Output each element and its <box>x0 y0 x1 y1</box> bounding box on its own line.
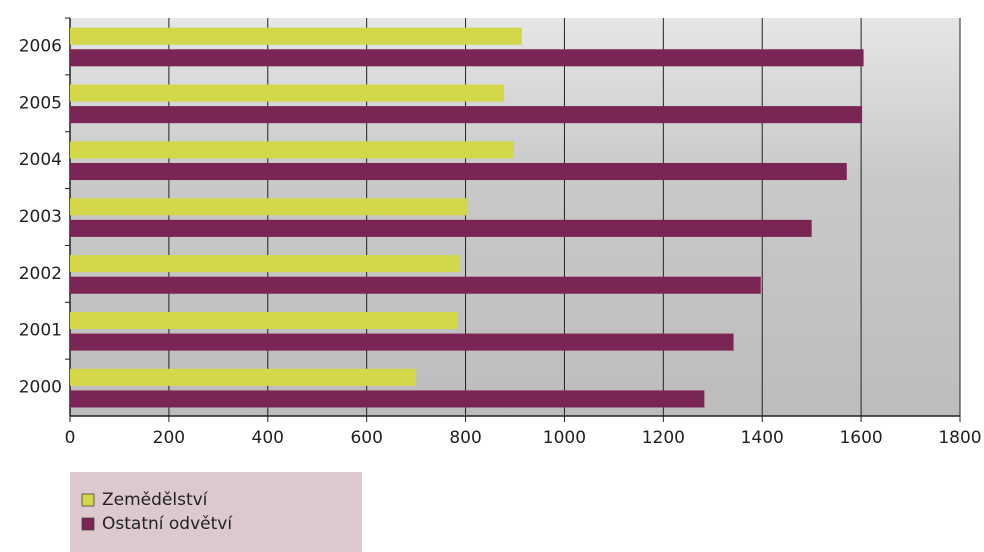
bar <box>70 27 522 45</box>
legend-swatch <box>81 517 95 531</box>
x-tick-label: 1400 <box>741 428 784 448</box>
y-tick-label: 2000 <box>19 378 62 398</box>
legend-swatch <box>81 493 95 507</box>
x-tick-label: 600 <box>350 428 382 448</box>
bar <box>70 141 515 159</box>
x-tick-label: 200 <box>153 428 185 448</box>
bar <box>70 198 469 216</box>
y-tick-label: 2001 <box>19 321 62 341</box>
y-tick-label: 2002 <box>19 264 62 284</box>
bar <box>70 106 863 124</box>
y-tick-label: 2005 <box>19 93 62 113</box>
bar <box>70 49 864 67</box>
bar <box>70 84 505 102</box>
y-tick-label: 2004 <box>19 150 62 170</box>
bar <box>70 368 417 386</box>
x-tick-label: 800 <box>449 428 481 448</box>
bar <box>70 311 458 330</box>
x-tick-label: 1000 <box>543 428 586 448</box>
legend-box <box>70 472 362 552</box>
x-tick-label: 400 <box>252 428 284 448</box>
x-tick-label: 1800 <box>938 428 981 448</box>
bar <box>70 276 761 294</box>
bar <box>70 162 847 181</box>
x-tick-label: 1600 <box>839 428 882 448</box>
y-tick-label: 2003 <box>19 207 62 227</box>
y-tick-label: 2006 <box>19 36 62 56</box>
x-tick-label: 1200 <box>642 428 685 448</box>
bar <box>70 333 734 351</box>
legend-label: Zemědělství <box>102 490 209 510</box>
x-tick-label: 0 <box>65 428 76 448</box>
legend-label: Ostatní odvětví <box>102 514 233 534</box>
bar <box>70 255 461 273</box>
plot-background <box>70 18 960 416</box>
bar <box>70 219 812 237</box>
bar <box>70 390 705 408</box>
